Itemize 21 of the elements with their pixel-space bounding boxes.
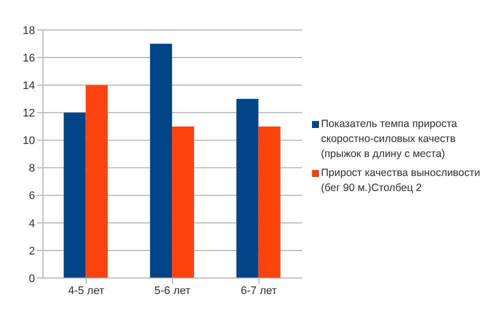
x-tick-label: 6-7 лет	[240, 284, 277, 297]
y-tick-label: 2	[28, 245, 35, 258]
y-tick-label: 12	[22, 108, 35, 120]
bar	[150, 44, 172, 278]
bar	[86, 85, 108, 278]
x-tick-label: 4-5 лет	[68, 284, 104, 297]
bar	[236, 98, 258, 278]
y-tick-label: 8	[28, 162, 35, 175]
bar	[64, 112, 86, 278]
y-tick-label: 10	[22, 135, 35, 148]
y-tick-label: 0	[28, 272, 35, 285]
y-tick-label: 6	[28, 190, 35, 202]
legend-label: Прирост качества выносливости (бег 90 м.)Столбец 2	[321, 166, 482, 196]
y-tick-label: 14	[22, 80, 35, 92]
bar	[172, 126, 194, 278]
y-tick-label: 4	[28, 218, 35, 230]
y-tick-label: 16	[22, 52, 35, 64]
x-tick-label: 5-6 лет	[154, 284, 191, 297]
legend-label: Показатель темпа прироста скоростно-силовых качеств (прыжок в длину с места)	[321, 116, 458, 162]
bar	[258, 126, 280, 278]
y-tick-label: 18	[22, 24, 35, 37]
